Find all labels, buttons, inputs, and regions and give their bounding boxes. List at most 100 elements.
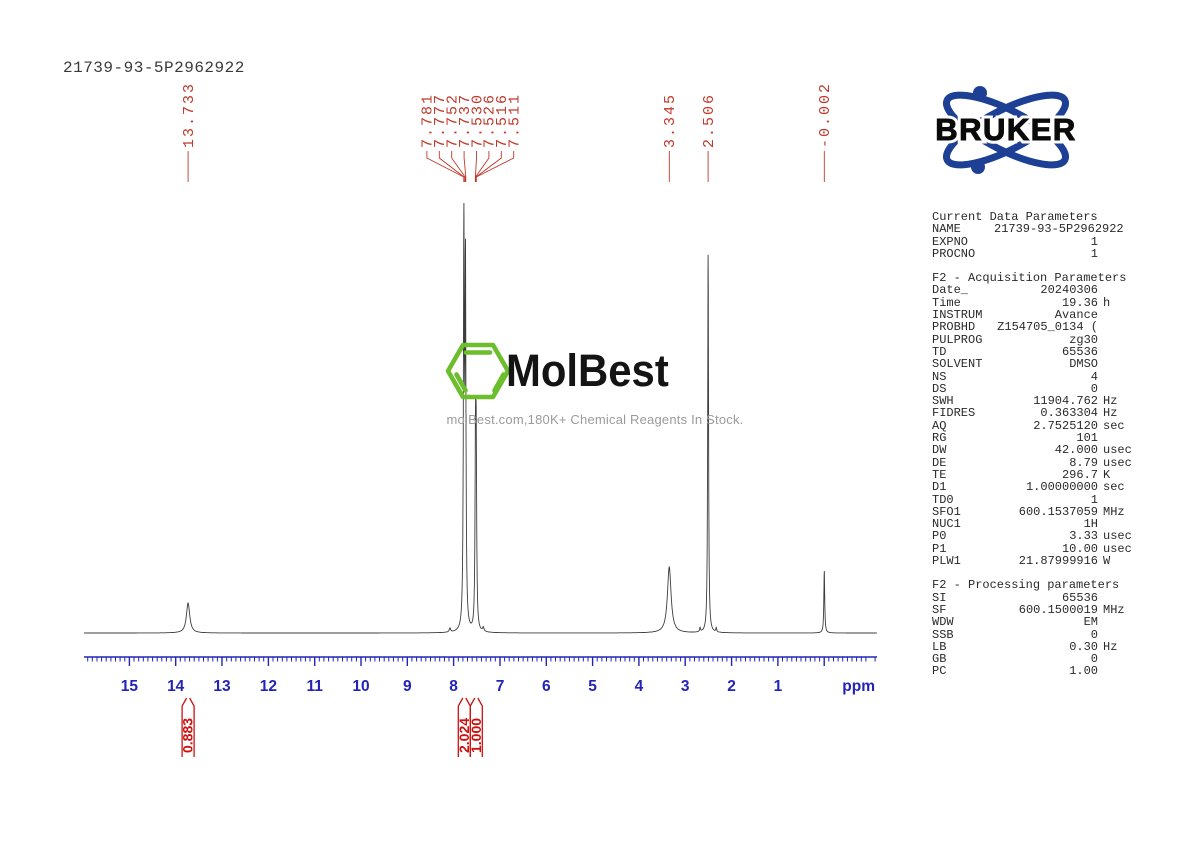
- x-axis-tick-label: 6: [542, 678, 551, 695]
- param-row: D1 1.00000000 sec: [932, 481, 1134, 494]
- peak-leader-line: [451, 151, 466, 182]
- param-row: NUC1 1H: [932, 517, 1134, 532]
- param-value: 296.7: [1061, 467, 1098, 482]
- param-unit: usec: [1103, 541, 1132, 556]
- param-row: SWH 11904.762 Hz: [932, 394, 1134, 409]
- param-value: 8.79: [1069, 455, 1098, 470]
- param-section: F2 - Acquisition Parameters Date_ 20240306…: [932, 272, 1134, 567]
- param-label: P0: [932, 529, 947, 544]
- peak-label: 7.781: [420, 93, 437, 148]
- param-value: 1: [1090, 234, 1098, 249]
- param-label: TE: [932, 467, 947, 482]
- param-unit: [1098, 665, 1134, 677]
- peak-leader-line: [463, 151, 467, 182]
- param-label: TD0: [932, 492, 954, 507]
- param-row: DE 8.79 usec: [932, 455, 1134, 470]
- param-label: PROBHD: [932, 320, 976, 335]
- bruker-orbits-icon: [942, 91, 1070, 169]
- peak-label: 7.530: [469, 93, 486, 148]
- integral-value-label: 1.000: [468, 718, 484, 753]
- peak-label: 7.737: [457, 93, 474, 148]
- param-row: SI 65536: [932, 590, 1134, 605]
- integral-bracket: [189, 697, 195, 757]
- param-label: Date_: [932, 283, 969, 298]
- param-value: 11904.762: [1033, 394, 1098, 409]
- param-section-title: F2 - Processing parameters: [932, 578, 1120, 593]
- bruker-orbit-dots-icon: [971, 86, 1075, 174]
- bruker-wordmark: BRUKER: [935, 112, 1077, 147]
- watermark-brand-text: MolBest: [506, 345, 669, 396]
- param-unit: [1098, 248, 1134, 260]
- bruker-wordmark-halo: BRUKER: [935, 112, 1077, 147]
- param-label: EXPNO: [932, 234, 969, 249]
- param-value: 21.87999916: [1018, 554, 1098, 569]
- peak-leader-line: [426, 151, 465, 182]
- param-section-title: F2 - Acquisition Parameters: [932, 271, 1127, 286]
- param-value: 19.36: [1061, 295, 1098, 310]
- peak-label: 13.733: [181, 82, 198, 148]
- param-row: P1 10.00 usec: [932, 541, 1134, 556]
- param-label: TD: [932, 344, 947, 359]
- x-axis-tick-label: 10: [352, 678, 369, 695]
- peak-leader-line: [475, 151, 515, 182]
- param-unit: [1124, 223, 1160, 235]
- param-unit: [1098, 494, 1134, 506]
- x-axis-tick-label: 4: [635, 678, 644, 695]
- integral-bracket: [477, 697, 483, 757]
- x-axis-tick-label: 9: [403, 678, 412, 695]
- x-axis-tick-label: 5: [588, 678, 597, 695]
- param-value: 65536: [1061, 344, 1098, 359]
- param-row: P0 3.33 usec: [932, 529, 1134, 544]
- param-value: 0.30: [1069, 639, 1098, 654]
- peak-label: 2.506: [701, 93, 718, 148]
- param-value: 1: [1090, 492, 1098, 507]
- param-unit: usec: [1103, 455, 1132, 470]
- param-row: DS 0: [932, 381, 1134, 396]
- param-value: 2.7525120: [1033, 418, 1098, 433]
- param-label: PLW1: [932, 554, 961, 569]
- param-row: INSTRUM Avance: [932, 308, 1134, 323]
- param-unit: Hz: [1103, 639, 1118, 654]
- peak-label: 7.777: [432, 93, 449, 148]
- param-value: EM: [1083, 615, 1098, 630]
- param-row: TE 296.7 K: [932, 467, 1134, 482]
- param-row: SFO1 600.1537059 MHz: [932, 504, 1134, 519]
- param-row: PC 1.00: [932, 665, 1134, 678]
- x-axis-tick-label: 7: [496, 678, 505, 695]
- param-value: Avance: [1054, 308, 1098, 323]
- param-label: GB: [932, 652, 947, 667]
- molbest-hexagon-icon: [445, 342, 511, 400]
- x-axis-tick-label: 3: [681, 678, 690, 695]
- integral-value-label: 0.883: [180, 718, 196, 753]
- integral-bracket: [469, 697, 476, 757]
- param-row: FIDRES 0.363304 Hz: [932, 407, 1134, 420]
- peak-label: 7.526: [482, 93, 499, 148]
- param-label: NUC1: [932, 517, 961, 532]
- x-axis-tick-label: 13: [213, 678, 231, 695]
- integral-bracket: [457, 697, 464, 757]
- param-label: NS: [932, 369, 947, 384]
- param-unit: usec: [1103, 443, 1132, 458]
- peak-label: 7.516: [494, 93, 511, 148]
- param-label: LB: [932, 639, 947, 654]
- param-label: DE: [932, 455, 947, 470]
- param-value: 600.1537059: [1018, 504, 1098, 519]
- param-unit: [1098, 616, 1134, 628]
- param-row: Date_ 20240306: [932, 283, 1134, 298]
- param-label: DS: [932, 381, 947, 396]
- integral-bracket: [181, 697, 188, 757]
- param-label: WDW: [932, 615, 954, 630]
- param-section: Current Data Parameters NAME 21739-93-5P29…: [932, 211, 1134, 260]
- param-row: WDW EM: [932, 615, 1134, 630]
- param-unit: usec: [1103, 529, 1132, 544]
- x-axis-tick-label: 14: [167, 678, 185, 695]
- param-row: SF 600.1500019 MHz: [932, 604, 1134, 617]
- param-label: SOLVENT: [932, 357, 983, 372]
- param-unit: h: [1103, 295, 1111, 310]
- param-value: 1: [1090, 246, 1098, 261]
- param-label: NAME: [932, 222, 961, 237]
- param-value: 0: [1090, 652, 1098, 667]
- param-unit: [1098, 371, 1134, 383]
- param-value: 65536: [1061, 590, 1098, 605]
